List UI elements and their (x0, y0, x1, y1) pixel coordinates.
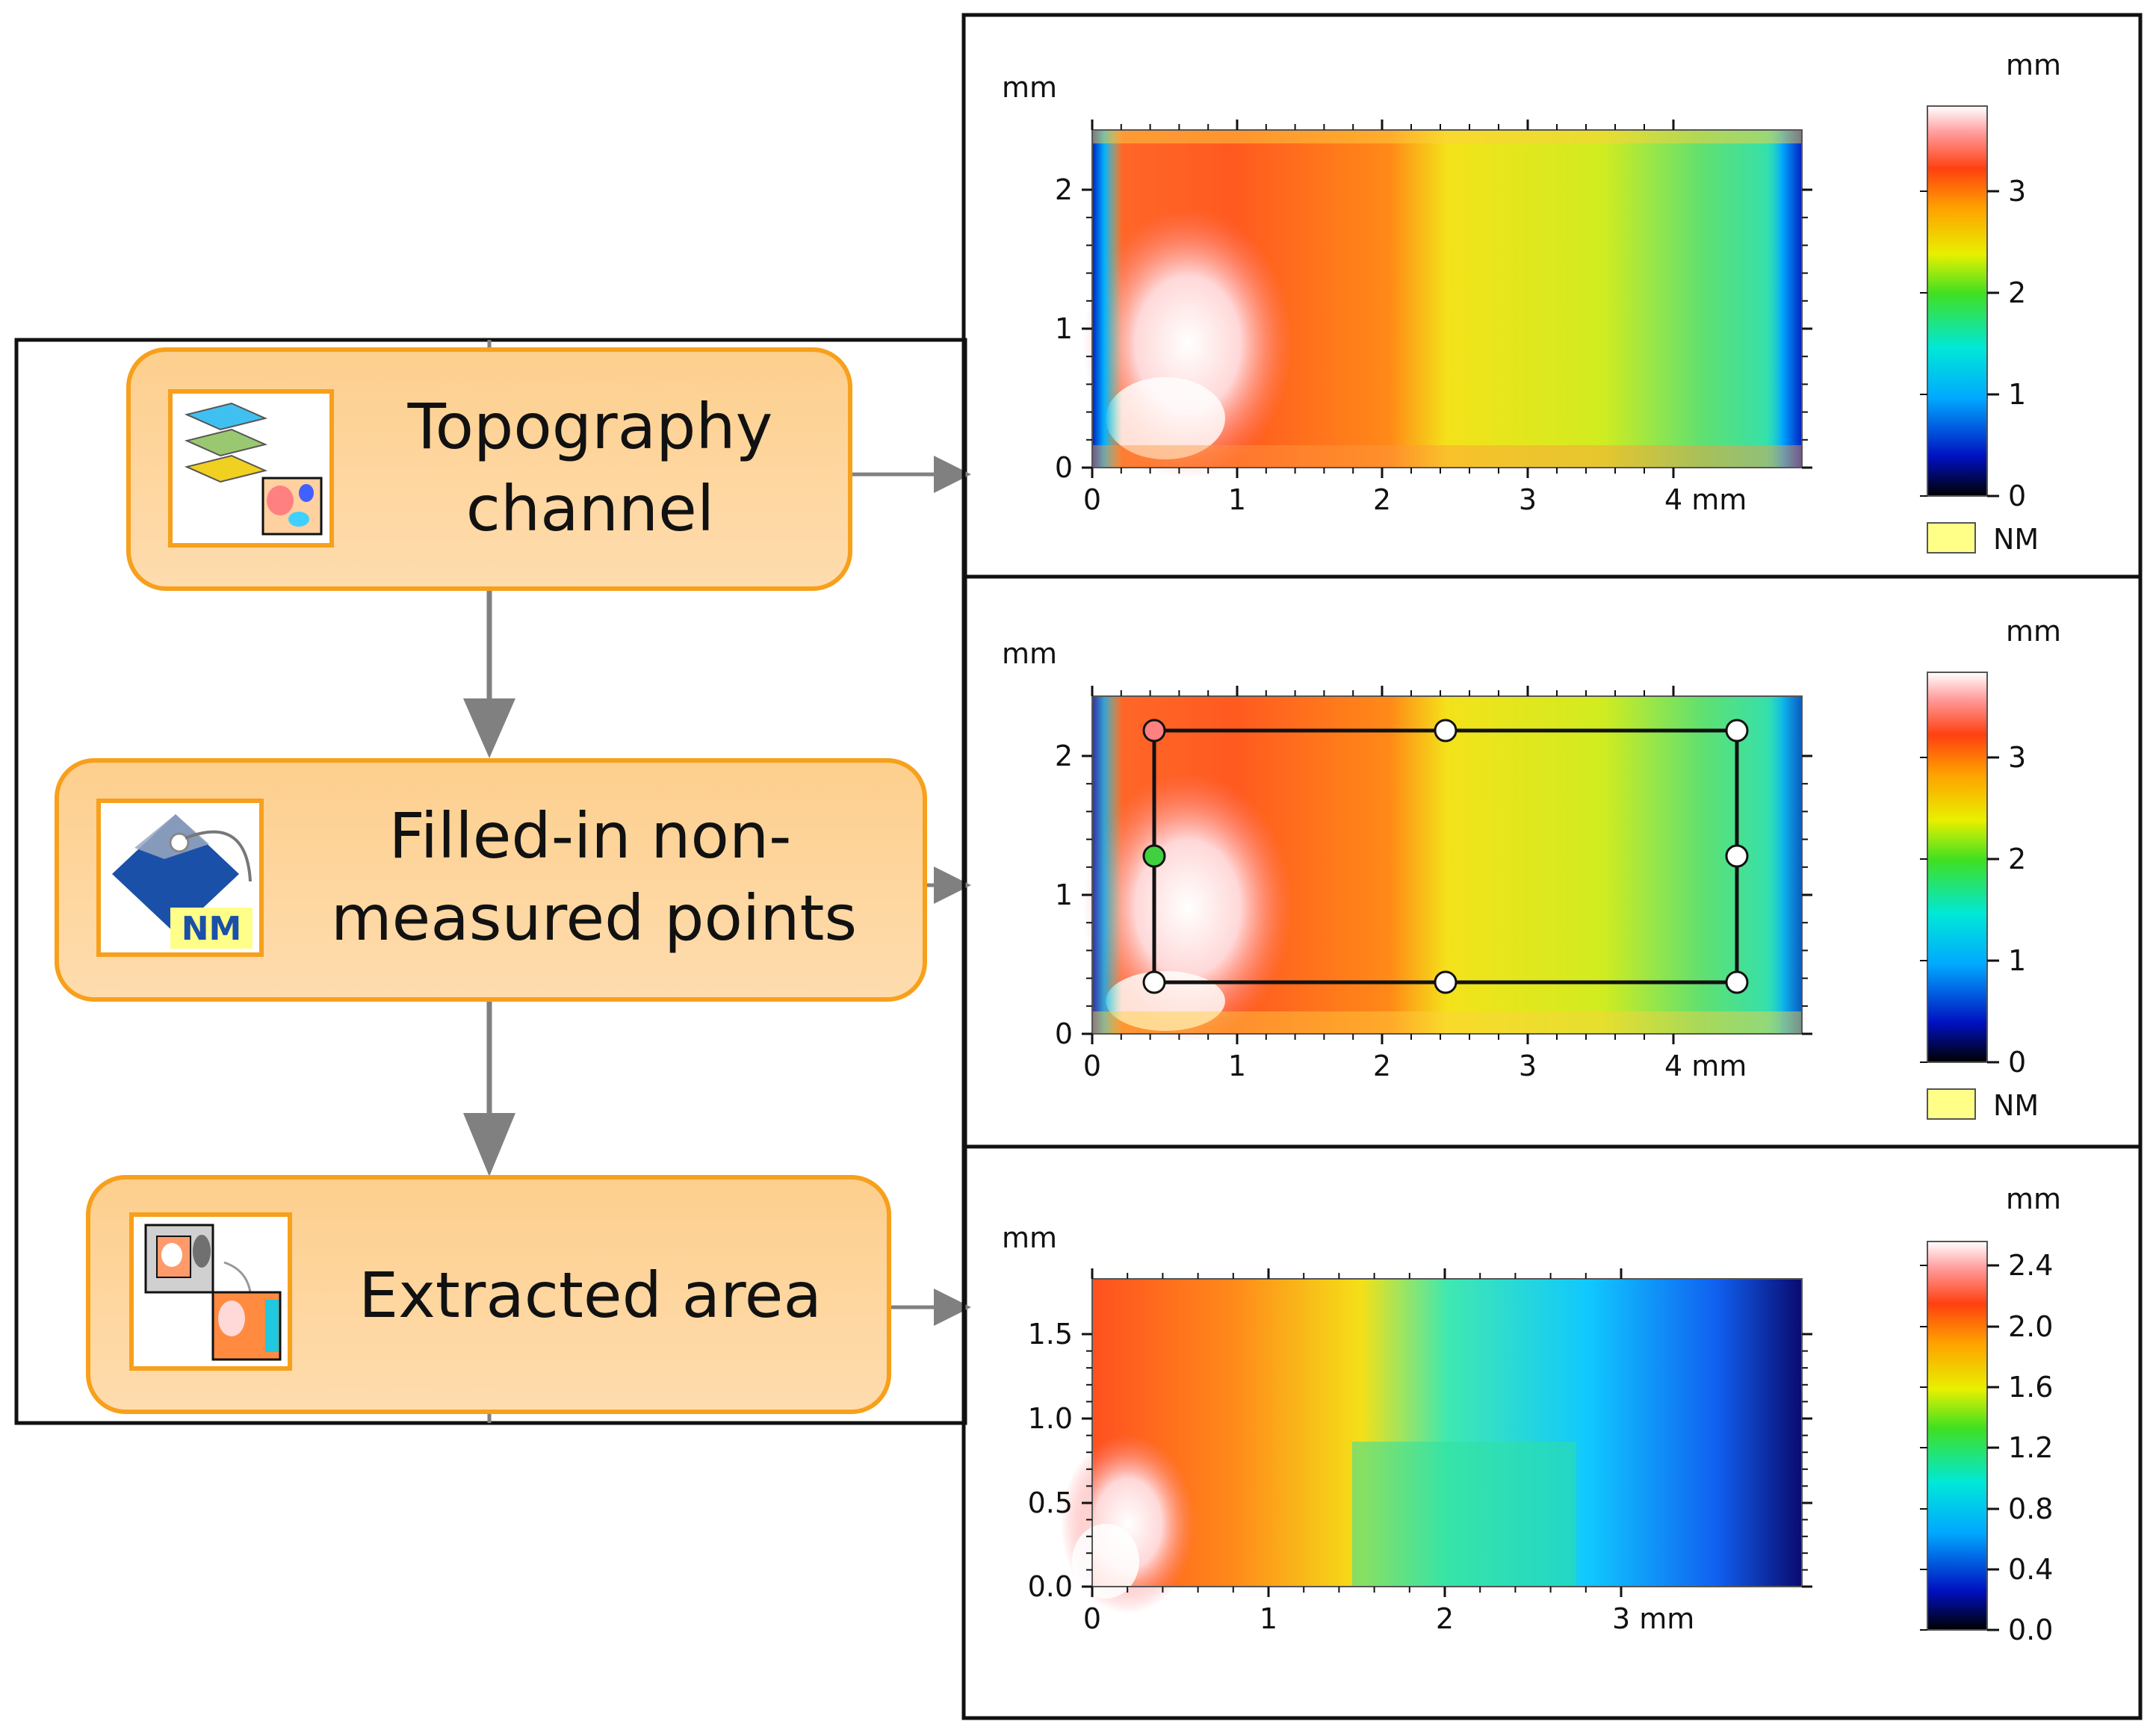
arrow-down-1 (463, 590, 515, 758)
handle-mid-right[interactable] (1725, 844, 1749, 868)
step-node-filled-nm[interactable]: NM Filled-in non- measured points (55, 758, 927, 1002)
x-tick-label: 2 (1436, 1602, 1454, 1635)
handle-bottom-left[interactable] (1142, 970, 1166, 994)
colorbar-tick-label: 1.6 (2008, 1371, 2053, 1404)
panel-1-axes: 0 1 2 3 4 mm 0 1 2 (1055, 120, 1812, 516)
colorbar-tick-label: 2 (2008, 843, 2026, 875)
colorbar-tick-label: 0.4 (2008, 1553, 2053, 1586)
step-node-extracted[interactable]: Extracted area (86, 1175, 891, 1414)
colorbar-tick-label: 0.8 (2008, 1492, 2053, 1525)
colorbar-tick-label: 1.2 (2008, 1431, 2053, 1464)
panel-3-map (1061, 1279, 1802, 1613)
panel-1-legend-nm: NM (1927, 522, 2039, 556)
y-tick-label: 1.5 (1028, 1318, 1073, 1351)
colorbar-tick-label: 2.4 (2008, 1249, 2053, 1282)
x-tick-label: 0 (1083, 1050, 1101, 1082)
colorbar-tick-label: 2 (2008, 276, 2026, 309)
x-tick-label: 4 mm (1664, 1050, 1747, 1082)
y-tick-label: 1.0 (1028, 1402, 1073, 1435)
step-2-title-line2: measured points (331, 881, 857, 955)
x-tick-label: 0 (1083, 1602, 1101, 1635)
y-tick-label: 0 (1055, 451, 1073, 484)
handle-mid-left[interactable] (1142, 844, 1166, 868)
handle-bottom-right[interactable] (1725, 970, 1749, 994)
extraction-rectangle[interactable] (1142, 719, 1749, 994)
x-tick-label: 2 (1373, 1050, 1391, 1082)
y-tick-label: 2 (1055, 173, 1073, 206)
x-tick-label: 1 (1260, 1602, 1277, 1635)
handle-top-left[interactable] (1142, 719, 1166, 743)
y-tick-label: 2 (1055, 740, 1073, 772)
panel-3-colorbar (1927, 1241, 1988, 1631)
step-2-title-line1: Filled-in non- (389, 799, 792, 872)
step-1-title-line1: Topography (407, 390, 773, 463)
x-tick-label: 0 (1083, 483, 1101, 516)
x-tick-label: 1 (1228, 1050, 1246, 1082)
y-tick-label: 1 (1055, 878, 1073, 911)
panel-3-colorbar-unit: mm (2006, 1182, 2061, 1215)
panel-1-colorbar-unit: mm (2006, 49, 2061, 81)
y-tick-label: 1 (1055, 312, 1073, 345)
extract-area-icon (129, 1212, 292, 1371)
panel-3: 0 1 2 3 mm 0.0 0.5 1.0 1.5 0.0 0.4 0.8 1.2 1.6 2.0 2.… (1002, 1182, 2061, 1646)
x-tick-label: 3 (1519, 1050, 1537, 1082)
panel-1-y-unit: mm (1002, 71, 1057, 104)
panel-1-legend-label: NM (1993, 523, 2039, 556)
panel-2: 0 1 2 3 4 mm 0 1 2 0 1 2 3 mm mm NM (1002, 615, 2061, 1122)
layers-icon (168, 389, 334, 548)
x-tick-label: 2 (1373, 483, 1391, 516)
panel-3-y-unit: mm (1002, 1221, 1057, 1254)
nm-badge-text: NM (182, 910, 242, 948)
y-tick-label: 0 (1055, 1017, 1073, 1050)
panel-1-map (1083, 130, 1802, 478)
handle-top-right[interactable] (1725, 719, 1749, 743)
colorbar-tick-label: 2.0 (2008, 1310, 2053, 1343)
panel-3-plot-border (1091, 1278, 1803, 1587)
panel-3-axes: 0 1 2 3 mm 0.0 0.5 1.0 1.5 (1028, 1268, 1812, 1635)
panel-1-colorbar (1927, 105, 1988, 497)
x-tick-label: 4 mm (1664, 483, 1747, 516)
panel-1: 0 1 2 3 4 mm 0 1 2 0 1 2 3 mm mm NM (1002, 49, 2061, 556)
panel-2-plot-border (1091, 695, 1803, 1035)
step-node-topography[interactable]: Topography channel (126, 347, 852, 591)
arrow-down-2 (463, 1001, 515, 1177)
arrow-right-1 (852, 456, 971, 493)
colorbar-tick-label: 1 (2008, 378, 2026, 411)
colorbar-tick-label: 0 (2008, 1046, 2026, 1079)
panel-2-legend-nm: NM (1927, 1088, 2039, 1122)
panel-3-colorbar-ticks: 0.0 0.4 0.8 1.2 1.6 2.0 2.4 (1920, 1249, 2053, 1646)
handle-top-mid[interactable] (1434, 719, 1458, 743)
x-tick-label: 3 mm (1612, 1602, 1694, 1635)
nm-tag-icon: NM (96, 799, 264, 957)
colorbar-tick-label: 0 (2008, 480, 2026, 512)
panel-2-colorbar-ticks: 0 1 2 3 (1920, 741, 2026, 1079)
y-tick-label: 0.5 (1028, 1487, 1073, 1519)
colorbar-tick-label: 3 (2008, 175, 2026, 208)
panel-1-colorbar-ticks: 0 1 2 3 (1920, 175, 2026, 512)
panel-2-colorbar (1927, 672, 1988, 1063)
colorbar-tick-label: 3 (2008, 741, 2026, 774)
panel-2-legend-label: NM (1993, 1089, 2039, 1122)
x-tick-label: 1 (1228, 483, 1246, 516)
handle-bottom-mid[interactable] (1434, 970, 1458, 994)
results-frame (961, 13, 2143, 1720)
panel-2-y-unit: mm (1002, 637, 1057, 670)
colorbar-tick-label: 0.0 (2008, 1613, 2053, 1646)
step-3-title: Extracted area (359, 1259, 822, 1332)
x-tick-label: 3 (1519, 483, 1537, 516)
panel-2-colorbar-unit: mm (2006, 615, 2061, 648)
panel-1-plot-border (1091, 129, 1803, 468)
step-1-title-line2: channel (466, 472, 714, 545)
colorbar-tick-label: 1 (2008, 944, 2026, 977)
panel-2-axes: 0 1 2 3 4 mm 0 1 2 (1055, 686, 1812, 1082)
y-tick-label: 0.0 (1028, 1570, 1073, 1603)
